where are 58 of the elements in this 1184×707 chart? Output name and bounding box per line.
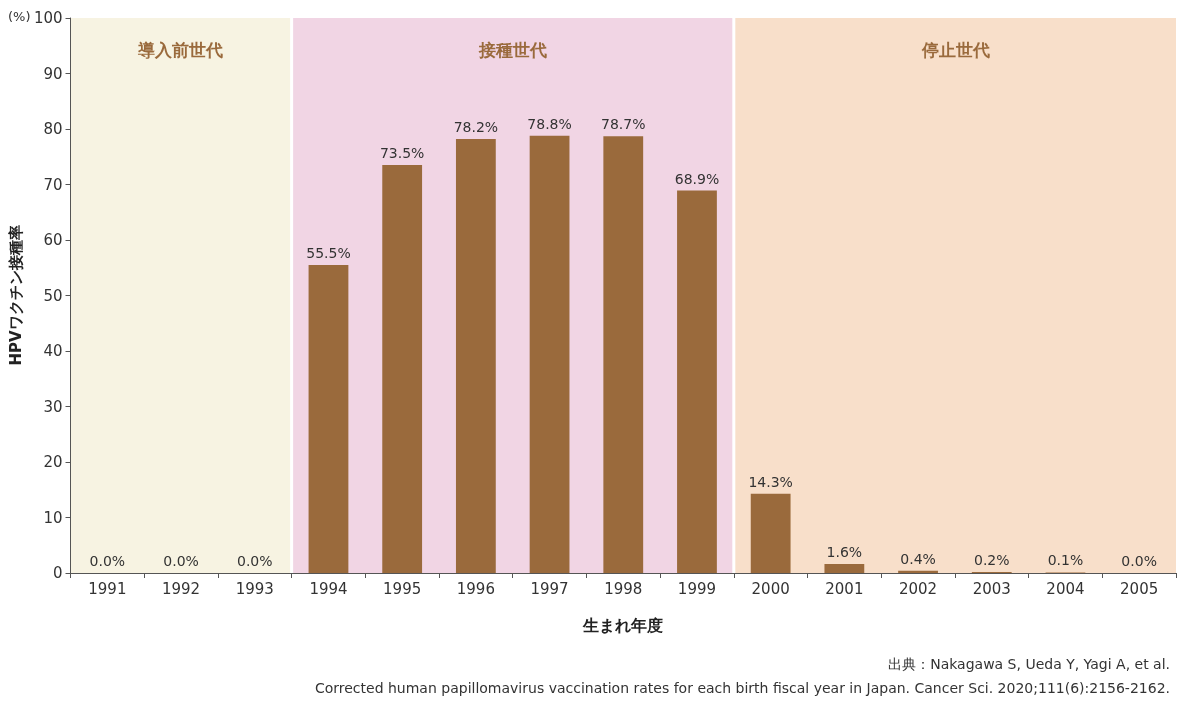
y-tick-label: 80 bbox=[43, 120, 63, 138]
data-label: 78.8% bbox=[527, 115, 572, 132]
data-label: 0.2% bbox=[973, 551, 1010, 568]
data-label: 14.3% bbox=[748, 473, 793, 490]
bar bbox=[824, 564, 865, 573]
source-note: 出典：Nakagawa S, Ueda Y, Yagi A, et al. bbox=[888, 656, 1171, 672]
data-label: 78.2% bbox=[453, 118, 499, 135]
bar bbox=[750, 493, 791, 573]
x-tick-label: 1995 bbox=[383, 579, 422, 598]
x-axis-title: 生まれ年度 bbox=[582, 615, 664, 635]
data-label: 0.0% bbox=[89, 553, 126, 569]
x-tick-label: 2003 bbox=[972, 579, 1011, 598]
y-tick-label: 50 bbox=[43, 286, 63, 305]
band-label: 導入前世代 bbox=[136, 40, 223, 60]
y-tick-label: 30 bbox=[43, 397, 63, 416]
y-tick-label: 10 bbox=[43, 508, 63, 527]
bar bbox=[529, 135, 570, 573]
y-tick-label: 0 bbox=[52, 564, 63, 582]
x-tick-label: 1993 bbox=[235, 579, 274, 598]
text: Corrected human papillomavirus vaccination rates for each birth fiscal year in Japan. Cancer Sci. 2020;111(6):2156-2162. bbox=[314, 680, 1170, 696]
data-label: 0.0% bbox=[1121, 553, 1157, 569]
y-tick-label: 100 bbox=[33, 9, 63, 27]
x-tick-label: 1997 bbox=[530, 579, 569, 598]
y-tick-label: 90 bbox=[43, 64, 63, 83]
data-label: 0.1% bbox=[1047, 552, 1084, 569]
x-tick-label: 1999 bbox=[677, 579, 717, 598]
bar bbox=[677, 190, 717, 573]
x-tick-label: 1992 bbox=[161, 579, 201, 598]
data-label: 55.5% bbox=[306, 244, 351, 261]
bar bbox=[603, 136, 644, 573]
data-label: 73.5% bbox=[379, 145, 425, 162]
data-label: 1.6% bbox=[826, 544, 863, 561]
y-tick-label: 70 bbox=[43, 175, 63, 194]
data-label: 78.7% bbox=[601, 116, 646, 133]
bar bbox=[382, 165, 423, 573]
y-axis-title: HPVワクチン接種率 bbox=[6, 225, 25, 366]
data-label: 0.0% bbox=[163, 553, 199, 569]
x-tick-label: 2004 bbox=[1046, 579, 1085, 598]
x-tick-label: 2005 bbox=[1120, 579, 1159, 598]
data-label: 0.4% bbox=[900, 550, 936, 567]
bar bbox=[308, 264, 349, 573]
x-tick-label: 2001 bbox=[825, 579, 864, 598]
bar bbox=[455, 138, 496, 573]
x-tick-label: 2002 bbox=[898, 579, 938, 598]
x-tick-label: 1991 bbox=[88, 579, 127, 598]
band-label: 停止世代 bbox=[920, 40, 990, 60]
y-tick-label: 60 bbox=[43, 231, 63, 249]
x-tick-label: 1994 bbox=[309, 579, 348, 598]
x-tick-label: 1998 bbox=[604, 579, 643, 598]
band-label: 接種世代 bbox=[477, 40, 547, 60]
bar bbox=[898, 570, 938, 573]
x-tick-label: 1996 bbox=[456, 579, 495, 598]
data-label: 68.9% bbox=[674, 170, 720, 187]
data-label: 0.0% bbox=[236, 553, 273, 569]
x-tick-label: 2000 bbox=[751, 579, 790, 598]
text: (%) bbox=[8, 9, 31, 24]
y-tick-label: 20 bbox=[43, 453, 63, 471]
y-tick-label: 40 bbox=[43, 342, 63, 360]
